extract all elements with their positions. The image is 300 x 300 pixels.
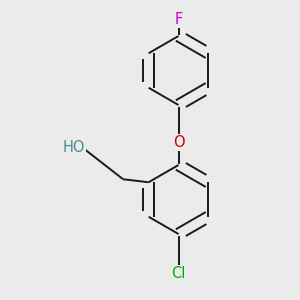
Text: HO: HO (62, 140, 85, 155)
Text: F: F (174, 12, 183, 27)
Text: Cl: Cl (171, 266, 186, 281)
Text: O: O (173, 135, 184, 150)
